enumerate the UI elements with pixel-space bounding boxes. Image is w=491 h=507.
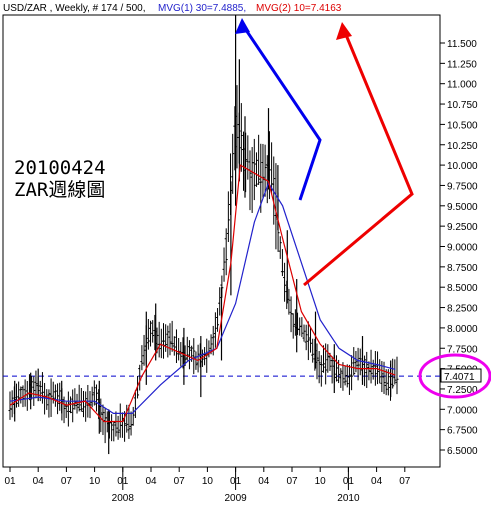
annotation-date: 20100424	[14, 157, 106, 179]
y-tick-label: 11.000	[447, 80, 477, 91]
y-tick-label: 7.2500	[447, 385, 478, 396]
x-tick-label: 07	[399, 476, 411, 487]
x-tick-label: 04	[145, 476, 157, 487]
annotation-title: ZAR週線圖	[14, 179, 105, 201]
y-tick-label: 9.5000	[447, 202, 478, 213]
x-tick-label: 07	[286, 476, 298, 487]
y-tick-label: 9.0000	[447, 243, 478, 254]
y-tick-label: 7.0000	[447, 405, 478, 416]
y-tick-label: 11.250	[447, 59, 477, 70]
y-tick-label: 10.000	[447, 161, 478, 172]
price-bars	[8, 14, 399, 455]
y-tick-label: 11.500	[447, 39, 477, 50]
x-tick-label: 04	[33, 476, 45, 487]
red-arrow-head	[336, 22, 352, 40]
y-tick-label: 10.500	[447, 120, 478, 131]
y-tick-label: 8.7500	[447, 263, 478, 274]
year-label: 2009	[224, 493, 247, 504]
y-tick-label: 10.250	[447, 141, 478, 152]
y-tick-label: 10.750	[447, 100, 478, 111]
x-tick-label: 07	[61, 476, 73, 487]
x-tick-label: 10	[89, 476, 101, 487]
x-tick-label: 04	[371, 476, 383, 487]
y-tick-label: 8.5000	[447, 283, 478, 294]
y-tick-label: 8.0000	[447, 324, 478, 335]
red-arrow-line	[303, 29, 414, 287]
x-tick-label: 07	[174, 476, 186, 487]
y-tick-label: 9.2500	[447, 222, 478, 233]
y-axis: 6.50006.75007.00007.25007.50007.75008.00…	[440, 39, 478, 457]
x-tick-label: 01	[4, 476, 16, 487]
header-symbol: USD/ZAR , Weekly, # 174 / 500,	[3, 3, 145, 14]
y-tick-label: 6.7500	[447, 426, 478, 437]
y-tick-label: 8.2500	[447, 304, 478, 315]
y-tick-label: 9.7500	[447, 181, 478, 192]
blue-arrow-line	[240, 23, 322, 201]
header-mvg1: MVG(1) 30=7.4885,	[158, 3, 246, 14]
y-tick-label: 6.5000	[447, 446, 478, 457]
last-price-box	[440, 368, 482, 383]
year-label: 2008	[112, 493, 135, 504]
header-mvg2: MVG(2) 10=7.4163	[256, 3, 342, 14]
year-label: 2010	[337, 493, 360, 504]
mvg2-10-line	[9, 164, 396, 423]
blue-arrow-head	[235, 18, 250, 34]
x-tick-label: 04	[258, 476, 270, 487]
plot-frame	[2, 14, 441, 468]
moving-average-series	[9, 164, 396, 423]
x-tick-label: 10	[202, 476, 214, 487]
highlight-circle	[418, 353, 491, 399]
y-tick-label: 7.7500	[447, 344, 478, 355]
x-tick-label: 10	[315, 476, 327, 487]
mvg1-30-line	[9, 181, 396, 414]
last-price-label: 7.4071	[444, 372, 475, 383]
